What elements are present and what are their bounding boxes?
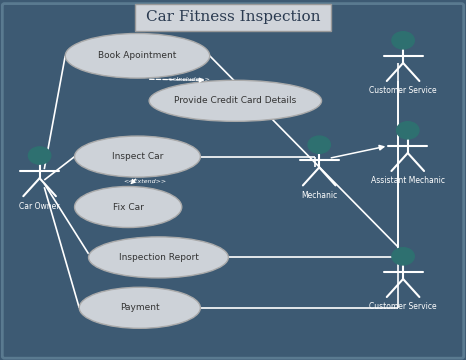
Ellipse shape — [75, 186, 182, 228]
Circle shape — [392, 32, 414, 49]
Text: Book Apointment: Book Apointment — [98, 51, 177, 60]
Circle shape — [308, 136, 330, 153]
Text: Payment: Payment — [120, 303, 160, 312]
Text: Fix Car: Fix Car — [113, 202, 144, 211]
Text: Inspection Report: Inspection Report — [118, 253, 199, 262]
Text: Customer Service: Customer Service — [369, 302, 437, 311]
FancyBboxPatch shape — [135, 4, 331, 31]
Text: Mechanic: Mechanic — [301, 191, 337, 200]
Ellipse shape — [65, 33, 210, 78]
Text: Provide Credit Card Details: Provide Credit Card Details — [174, 96, 296, 105]
Ellipse shape — [149, 80, 322, 121]
Ellipse shape — [79, 287, 200, 328]
Text: <<Include>>: <<Include>> — [167, 77, 211, 82]
Ellipse shape — [89, 237, 228, 278]
Text: <<Extend>>: <<Extend>> — [123, 179, 166, 184]
Text: Inspect Car: Inspect Car — [112, 152, 163, 161]
Text: Car Fitness Inspection: Car Fitness Inspection — [146, 10, 320, 24]
Text: Assistant Mechanic: Assistant Mechanic — [371, 176, 445, 185]
Circle shape — [397, 122, 419, 139]
Circle shape — [392, 248, 414, 265]
Text: Customer Service: Customer Service — [369, 86, 437, 95]
Circle shape — [28, 147, 51, 164]
Ellipse shape — [75, 136, 200, 177]
Text: Car Owner: Car Owner — [20, 202, 60, 211]
